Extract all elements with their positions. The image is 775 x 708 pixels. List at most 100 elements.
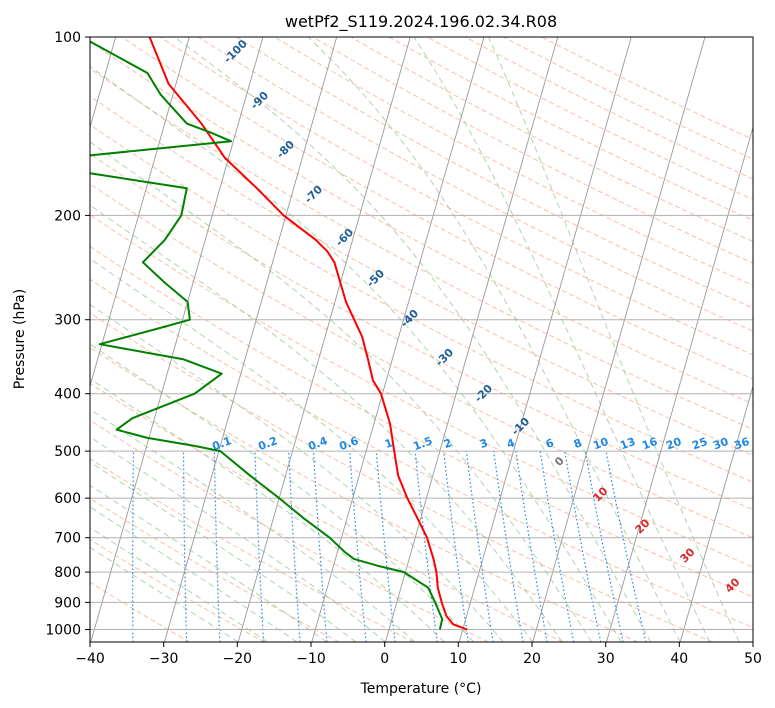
dry-adiabat-line (274, 37, 753, 286)
dry-adiabat-line (90, 382, 564, 642)
moist-adiabat-line (307, 37, 681, 642)
x-tick-label: −10 (296, 651, 326, 667)
x-tick-label: −40 (75, 651, 105, 667)
dry-adiabat-line (159, 37, 753, 356)
mixing-ratio-label: 1.5 (411, 434, 434, 453)
mixing-ratio-label: 3 (478, 436, 490, 451)
y-tick-label: 700 (54, 531, 81, 547)
dry-adiabat-line (90, 497, 340, 642)
x-tick-label: 20 (523, 651, 541, 667)
dry-adiabat-label: -60 (333, 226, 356, 249)
mixing-ratio-line (349, 451, 367, 642)
dry-adiabat-line (90, 153, 753, 511)
moist-adiabat-line (90, 303, 504, 642)
mixing-ratio-line (132, 451, 135, 642)
isotherm-line (458, 37, 632, 642)
mixing-ratio-label: 13 (618, 435, 637, 452)
dry-adiabat-label: -10 (509, 415, 532, 438)
x-tick-label: 40 (670, 651, 688, 667)
y-tick-label: 800 (54, 565, 81, 581)
dry-adiabat-line (90, 183, 753, 539)
dry-adiabat-label: -20 (472, 382, 495, 405)
x-axis-label: Temperature (°C) (360, 681, 482, 697)
moist-adiabat-line (90, 343, 475, 642)
mixing-ratio-line (564, 450, 602, 642)
dry-adiabat-line (465, 37, 753, 180)
mixing-ratio-label: 30 (711, 435, 730, 453)
mixing-ratio-label: 10 (591, 435, 610, 453)
y-tick-label: 200 (54, 208, 81, 224)
mixing-ratio-label: 0.6 (337, 434, 360, 453)
dry-adiabat-line (90, 278, 753, 629)
y-tick-label: 900 (54, 595, 81, 611)
x-tick-label: 0 (380, 651, 389, 667)
mixing-ratio-label: 20 (664, 435, 683, 453)
dry-adiabat-line (121, 37, 753, 380)
dry-adiabat-label: -50 (364, 267, 387, 290)
moist-adiabat-line (90, 461, 357, 642)
mixing-ratio-label: 1 (383, 436, 395, 451)
dry-adiabat-label: -30 (433, 346, 456, 369)
mixing-ratio-label: 36 (732, 435, 751, 453)
mixing-ratio-label: 2 (442, 436, 454, 451)
mixing-ratio-label: 6 (544, 436, 556, 451)
moist-adiabat-line (90, 378, 445, 642)
mixing-ratio-label: 16 (640, 435, 659, 453)
mixing-ratio-line (213, 451, 221, 642)
mixing-ratio-line (375, 451, 396, 642)
moist-adiabat-line (90, 141, 593, 642)
dry-adiabat-label: -70 (302, 183, 325, 206)
moist-adiabat-line (174, 37, 652, 642)
dry-adiabat-label: -80 (274, 138, 297, 161)
dry-adiabat-line (90, 312, 713, 642)
isotherm-line (606, 125, 753, 642)
isotherm-line (754, 37, 775, 642)
isotherm-line (90, 37, 264, 642)
dry-adiabat-line (541, 37, 753, 140)
dry-adiabat-line (90, 67, 753, 430)
dry-adiabat-line (350, 37, 753, 243)
mixing-ratio-label: 0.1 (210, 434, 233, 453)
moist-adiabat-line (90, 204, 563, 642)
x-tick-label: −20 (223, 651, 253, 667)
profile-lines (90, 37, 468, 631)
mixing-ratio-line (83, 451, 87, 642)
moist-adiabat-line (90, 258, 534, 642)
mixing-ratio-line (493, 451, 524, 642)
isotherm-line (90, 37, 190, 388)
mixing-ratio-line (515, 451, 548, 642)
chart-title: wetPf2_S119.2024.196.02.34.R08 (285, 12, 557, 32)
dry-adiabat-line (90, 581, 190, 642)
x-tick-label: 50 (744, 651, 762, 667)
dry-adiabat-line (90, 40, 753, 405)
moist-adiabat-line (90, 484, 327, 642)
x-tick-label: −30 (149, 651, 179, 667)
dry-adiabat-line (90, 346, 639, 642)
dry-adiabat-label: 10 (591, 484, 611, 504)
x-tick-label: 30 (597, 651, 615, 667)
moist-adiabat-line (90, 526, 268, 642)
mixing-ratio-line (539, 451, 575, 642)
y-tick-label: 1000 (45, 623, 81, 639)
y-axis-label: Pressure (hPa) (12, 289, 28, 389)
dry-adiabat-label: 30 (678, 545, 698, 565)
isotherm-line (311, 37, 485, 642)
isotherm-line (164, 37, 338, 642)
mixing-ratio-line (584, 450, 624, 642)
moist-adiabat-line (90, 65, 622, 642)
y-tick-label: 600 (54, 491, 81, 507)
plot-frame (89, 36, 754, 643)
isotherm-line (237, 37, 411, 642)
mixing-ratio-label: 8 (572, 436, 584, 451)
moist-adiabat-line (413, 37, 711, 642)
dewpoint-line (90, 40, 444, 630)
dry-adiabat-label: 20 (633, 516, 653, 536)
dry-adiabat-line (503, 37, 753, 160)
moist-adiabat-line (90, 506, 298, 642)
mixing-ratio-label: 0.2 (256, 434, 279, 453)
temperature-line (148, 37, 468, 631)
mixing-ratio-line (443, 451, 469, 642)
y-tick-label: 400 (54, 387, 81, 403)
x-tick-label: 10 (449, 651, 467, 667)
